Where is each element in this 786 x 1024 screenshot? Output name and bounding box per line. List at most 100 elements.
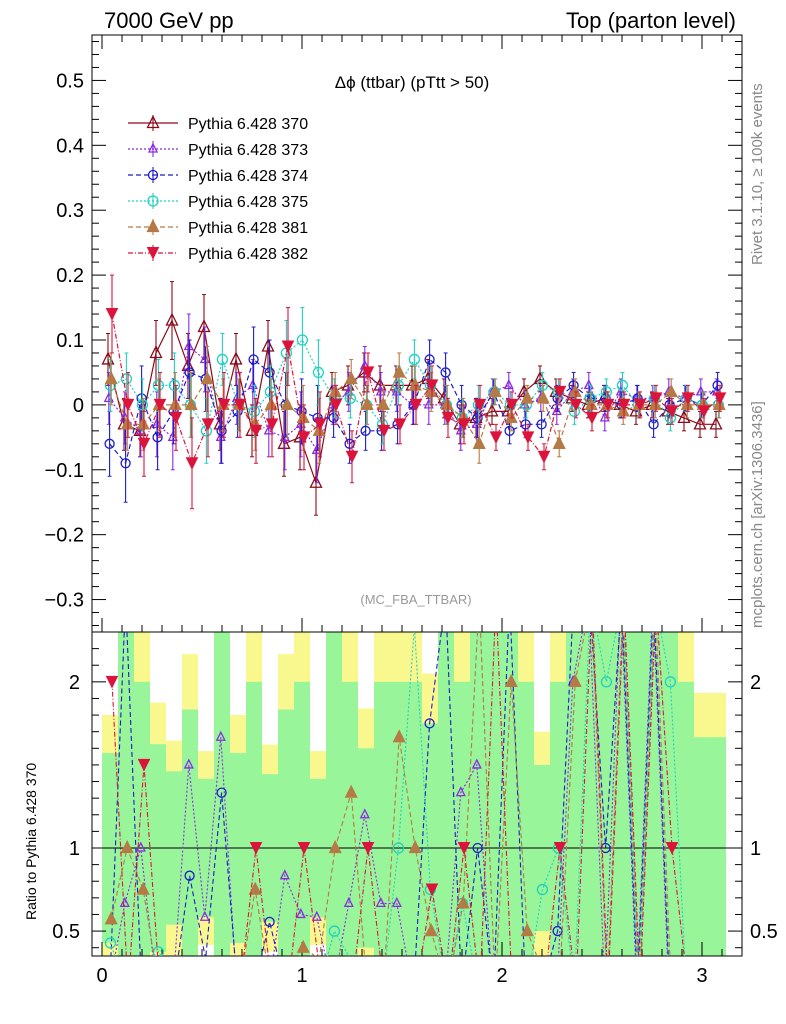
ratio-series-group: [104, 632, 686, 956]
data-point: [376, 396, 390, 411]
ratio-point: [568, 673, 582, 687]
data-point: [473, 398, 487, 412]
data-point: [197, 319, 211, 333]
data-point: [520, 390, 534, 404]
data-point: [265, 418, 279, 431]
legend-marker: [146, 247, 160, 260]
data-point: [105, 308, 119, 321]
data-point: [472, 435, 486, 449]
ratio-point: [536, 883, 549, 896]
data-point: [409, 398, 423, 412]
ratio-point: [424, 718, 435, 729]
data-point: [712, 396, 726, 411]
ratio-point: [665, 842, 679, 855]
ratio-tick-label: 2: [69, 672, 80, 694]
ratio-point: [120, 840, 134, 854]
ratio-point: [184, 870, 195, 881]
ratio-point: [328, 840, 342, 854]
data-point: [312, 422, 326, 436]
plot-title: Δϕ (ttbar) (pTtt > 50): [335, 73, 490, 92]
legend-entry-4: Pythia 6.428 375: [128, 193, 308, 211]
ratio-inner-band: [662, 632, 678, 956]
data-point: [440, 367, 451, 378]
ratio-inner-band: [470, 632, 486, 956]
data-point: [168, 396, 182, 411]
data-point: [489, 431, 503, 444]
data-point: [183, 340, 194, 351]
data-point: [488, 383, 502, 398]
data-point: [600, 386, 613, 398]
ratio-point: [135, 841, 146, 852]
data-point: [709, 416, 723, 430]
ratio-point: [297, 842, 311, 855]
data-point: [328, 412, 339, 424]
ratio-inner-band: [326, 632, 342, 956]
legend-entry-2: Pythia 6.428 373: [128, 141, 308, 159]
ratio-tick-label-right: 2: [750, 672, 761, 694]
data-point: [264, 386, 277, 398]
x-tick-label: 0: [96, 965, 107, 987]
legend-marker: [146, 115, 160, 129]
ratio-point: [424, 923, 438, 937]
legend-entry-6: Pythia 6.428 382: [128, 245, 308, 263]
data-point: [185, 457, 199, 470]
ratio-point: [344, 784, 358, 798]
data-point: [329, 398, 343, 412]
ratio-inner-band: [422, 723, 438, 956]
ratio-line: [110, 632, 669, 956]
ratio-point: [137, 758, 151, 772]
series-line: [111, 313, 721, 465]
data-point: [136, 399, 149, 411]
data-point: [441, 411, 455, 425]
data-point: [601, 398, 615, 412]
data-point: [681, 392, 695, 406]
legend-label: Pythia 6.428 382: [188, 246, 308, 263]
ratio-point: [552, 925, 563, 937]
y-tick-label: 0.5: [56, 70, 84, 92]
data-point: [616, 403, 630, 417]
ratio-tick-label: 1: [69, 838, 80, 860]
legend-marker: [147, 169, 159, 181]
data-point: [440, 396, 454, 411]
analysis-tag: (MC_FBA_TTBAR): [360, 592, 471, 607]
data-point: [649, 392, 663, 406]
rivet-version-label: Rivet 3.1.10, ≥ 100k events: [749, 83, 766, 265]
data-point: [200, 370, 214, 385]
ratio-inner-band: [278, 709, 294, 956]
ratio-point: [311, 910, 322, 921]
ratio-point: [600, 676, 613, 688]
x-tick-labels: 0 1 2 3: [96, 965, 707, 987]
ratio-inner-band: [118, 632, 134, 956]
ratio-inner-band: [294, 681, 310, 956]
ratio-inner-band: [566, 632, 582, 956]
data-point: [425, 379, 439, 393]
y-tick-label: 0.3: [56, 200, 84, 222]
ratio-point: [328, 925, 341, 937]
data-point: [457, 418, 471, 431]
data-point: [408, 353, 421, 366]
data-point: [503, 378, 514, 390]
ratio-point: [504, 673, 518, 687]
ratio-point: [104, 911, 118, 925]
ratio-point: [408, 840, 422, 854]
ratio-point: [553, 842, 567, 855]
series-line: [110, 371, 720, 446]
data-point: [247, 378, 258, 390]
data-point: [536, 379, 549, 392]
y-tick-label: −0.2: [45, 525, 84, 547]
data-point: [217, 398, 231, 412]
ratio-tick-label-right: 1: [750, 838, 761, 860]
data-point: [552, 435, 566, 449]
data-point: [312, 366, 325, 379]
data-point: [360, 396, 374, 411]
data-point: [408, 377, 422, 391]
ratio-tick-label: 0.5: [52, 921, 80, 943]
data-point: [120, 373, 133, 385]
y-tick-label: 0.4: [56, 135, 84, 157]
data-point: [617, 398, 631, 412]
ratio-point: [279, 869, 290, 880]
ratio-point: [215, 730, 226, 741]
ratio-tick-label-right: 0.5: [750, 921, 778, 943]
ratio-inner-band: [182, 709, 198, 956]
